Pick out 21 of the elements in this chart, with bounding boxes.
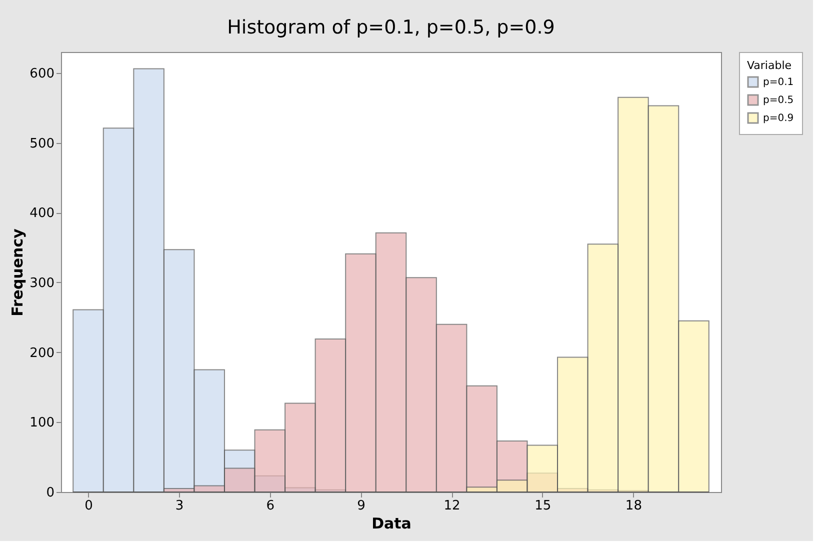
- x-axis-title: Data: [372, 514, 412, 532]
- y-tick-label: 300: [30, 276, 54, 291]
- x-tick-label: 3: [175, 498, 184, 514]
- y-tick-label: 600: [30, 66, 54, 82]
- x-tick-label: 9: [357, 498, 366, 514]
- x-tick-label: 6: [266, 498, 275, 514]
- legend-title: Variable: [747, 59, 792, 72]
- y-tick-label: 500: [30, 136, 54, 152]
- x-tick-label: 0: [84, 498, 93, 514]
- x-tick-label: 15: [534, 498, 552, 514]
- legend-label: p=0.1: [763, 77, 794, 88]
- legend-label: p=0.5: [763, 95, 794, 106]
- y-axis-title: Frequency: [8, 228, 27, 316]
- x-tick-label: 12: [444, 498, 460, 514]
- y-tick-label: 200: [30, 346, 54, 361]
- legend-label: p=0.9: [763, 113, 794, 124]
- chart-title: Histogram of p=0.1, p=0.5, p=0.9: [227, 16, 555, 38]
- x-tick-label: 18: [625, 498, 642, 514]
- y-tick-label: 0: [46, 486, 54, 500]
- y-tick-label: 100: [30, 416, 54, 431]
- y-tick-label: 400: [30, 206, 54, 222]
